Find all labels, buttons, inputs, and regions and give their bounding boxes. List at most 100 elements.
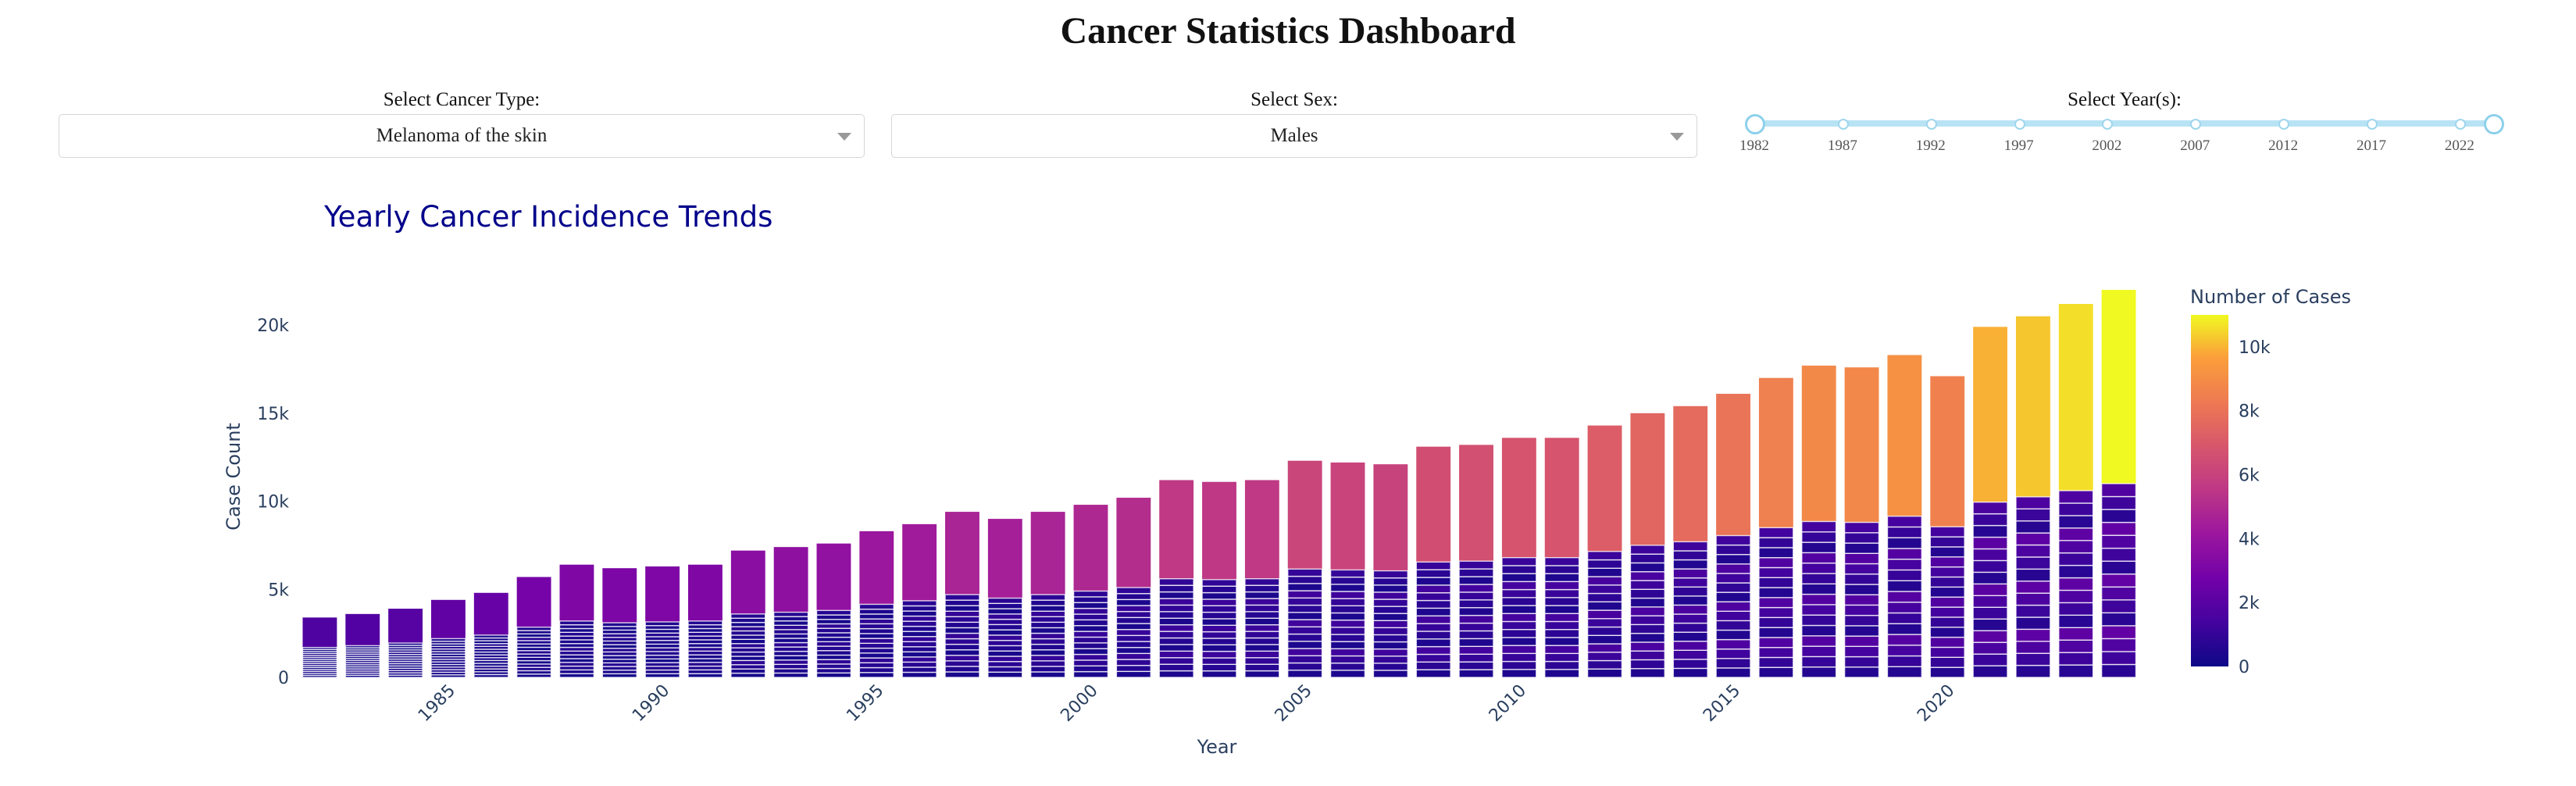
slider-mark-dot[interactable] — [1837, 119, 1849, 130]
bar-segment-major — [388, 609, 423, 644]
bar-segment-minor — [1030, 616, 1066, 623]
bar-segment-minor — [1287, 604, 1323, 613]
bar-segment-minor — [2015, 556, 2051, 570]
bar — [987, 519, 1023, 678]
bar-segment-minor — [1586, 634, 1623, 645]
bar-segment-major — [1716, 394, 1750, 536]
bar-segment-minor — [1158, 623, 1194, 632]
bar-segment-minor — [1758, 527, 1794, 538]
bar-segment-minor — [1030, 671, 1066, 678]
bar-segment-minor — [815, 654, 852, 660]
bar-segment-minor — [858, 608, 894, 615]
bar-segment-minor — [2015, 581, 2051, 594]
bar-segment-minor — [944, 632, 980, 640]
bar-segment-minor — [687, 669, 723, 674]
bar-segment-minor — [1201, 663, 1237, 672]
bar-segment-major — [1159, 480, 1194, 579]
x-axis: 1985 1990 1995 2000 2005 2010 2015 2020 — [415, 681, 1959, 726]
bar-segment-minor — [1544, 556, 1580, 566]
bar-segment-minor — [687, 650, 723, 656]
slider-handle-start[interactable] — [1745, 114, 1765, 134]
bar-segment-minor — [1415, 631, 1451, 640]
bar-segment-minor — [944, 660, 980, 667]
slider-mark-dot[interactable] — [2367, 119, 2378, 130]
bar-segment-minor — [1544, 588, 1580, 598]
slider-mark-dot[interactable] — [2014, 119, 2025, 130]
bar-segment-minor — [1972, 653, 2008, 666]
slider-mark-dot[interactable] — [2190, 119, 2202, 130]
bar-segment-minor — [858, 657, 894, 663]
bar-segment-minor — [687, 643, 723, 648]
bar-segment-minor — [730, 621, 766, 627]
bar-segment-major — [1630, 413, 1665, 545]
bar — [2058, 304, 2094, 678]
slider-rail[interactable] — [1754, 120, 2495, 127]
bar-segment-minor — [1115, 670, 1151, 678]
chevron-down-icon[interactable] — [837, 133, 851, 141]
bar — [901, 523, 937, 678]
bar-segment-minor — [1158, 670, 1194, 678]
slider-mark-dot[interactable] — [2102, 119, 2114, 130]
bar-segment-minor — [1801, 604, 1837, 616]
bar — [687, 564, 723, 678]
bar-segment-minor — [1972, 630, 2008, 643]
bar-segment-minor — [558, 631, 595, 637]
slider-mark-dot[interactable] — [2454, 119, 2466, 130]
bar — [1415, 446, 1451, 678]
bar-segment-minor — [730, 630, 766, 636]
bar-segment-minor — [772, 624, 809, 631]
bar-segment-minor — [1672, 667, 1708, 678]
bar-segment-minor — [601, 622, 637, 627]
bar-segment-minor — [2058, 639, 2094, 653]
bar — [1801, 365, 1837, 678]
sex-dropdown[interactable]: Males — [891, 114, 1697, 158]
slider-mark-dot[interactable] — [1925, 119, 1937, 130]
chart-title: Yearly Cancer Incidence Trends — [323, 200, 772, 234]
cancer-type-dropdown[interactable]: Melanoma of the skin — [59, 114, 865, 158]
bar-segment-minor — [1544, 620, 1580, 631]
bar-segment-minor — [1843, 635, 1880, 648]
year-range-slider[interactable]: Select Year(s): 1982 1987 1992 1997 2002 2007… — [1739, 89, 2507, 159]
slider-handle-end[interactable] — [2484, 114, 2504, 134]
bar-segment-minor — [2100, 509, 2137, 523]
bar-segment-minor — [1287, 575, 1323, 584]
bar-segment-minor — [558, 646, 595, 652]
bar — [1843, 367, 1880, 678]
bar-segment-minor — [987, 597, 1023, 605]
bar-segment-minor — [730, 668, 766, 674]
chevron-down-icon[interactable] — [1670, 133, 1684, 141]
bar-segment-minor — [1158, 644, 1194, 652]
bar — [1030, 512, 1066, 678]
bar-segment-minor — [1115, 664, 1151, 673]
bar-segment-minor — [730, 651, 766, 657]
bar-segment-minor — [2015, 544, 2051, 558]
bar-segment-minor — [1072, 670, 1109, 678]
bar-segment-minor — [1629, 641, 1666, 652]
bar-segment-minor — [730, 638, 766, 645]
incidence-chart: Yearly Cancer Incidence Trends 0 5k 10k 15k… — [223, 200, 2351, 758]
bar-segment-minor — [772, 620, 809, 626]
bar-segment-minor — [858, 613, 894, 620]
bar-segment-minor — [1287, 641, 1323, 649]
bar-segment-minor — [1929, 536, 1965, 548]
bar-segment-minor — [987, 623, 1023, 631]
bar-segment-minor — [1544, 669, 1580, 678]
bar-segment-minor — [1801, 541, 1837, 554]
bar-segment-minor — [1030, 648, 1066, 656]
slider-mark-dot[interactable] — [2278, 119, 2290, 130]
bar-segment-minor — [858, 618, 894, 625]
bar-segment-minor — [1629, 606, 1666, 616]
bar-segment-major — [688, 564, 722, 621]
bar-segment-minor — [772, 659, 809, 666]
bar-segment-minor — [772, 646, 809, 652]
bar-segment-major — [1587, 425, 1622, 552]
bar-segment-minor — [1758, 566, 1794, 578]
bar-segment-minor — [815, 663, 852, 670]
bar-segment-minor — [1801, 624, 1837, 637]
bar-segment-minor — [687, 620, 723, 626]
bar-segment-minor — [1072, 625, 1109, 632]
bar-segment-minor — [772, 672, 809, 678]
bar-segment-minor — [1544, 565, 1580, 574]
bar-segment-minor — [1972, 583, 2008, 597]
bar-segment-minor — [1801, 666, 1837, 678]
